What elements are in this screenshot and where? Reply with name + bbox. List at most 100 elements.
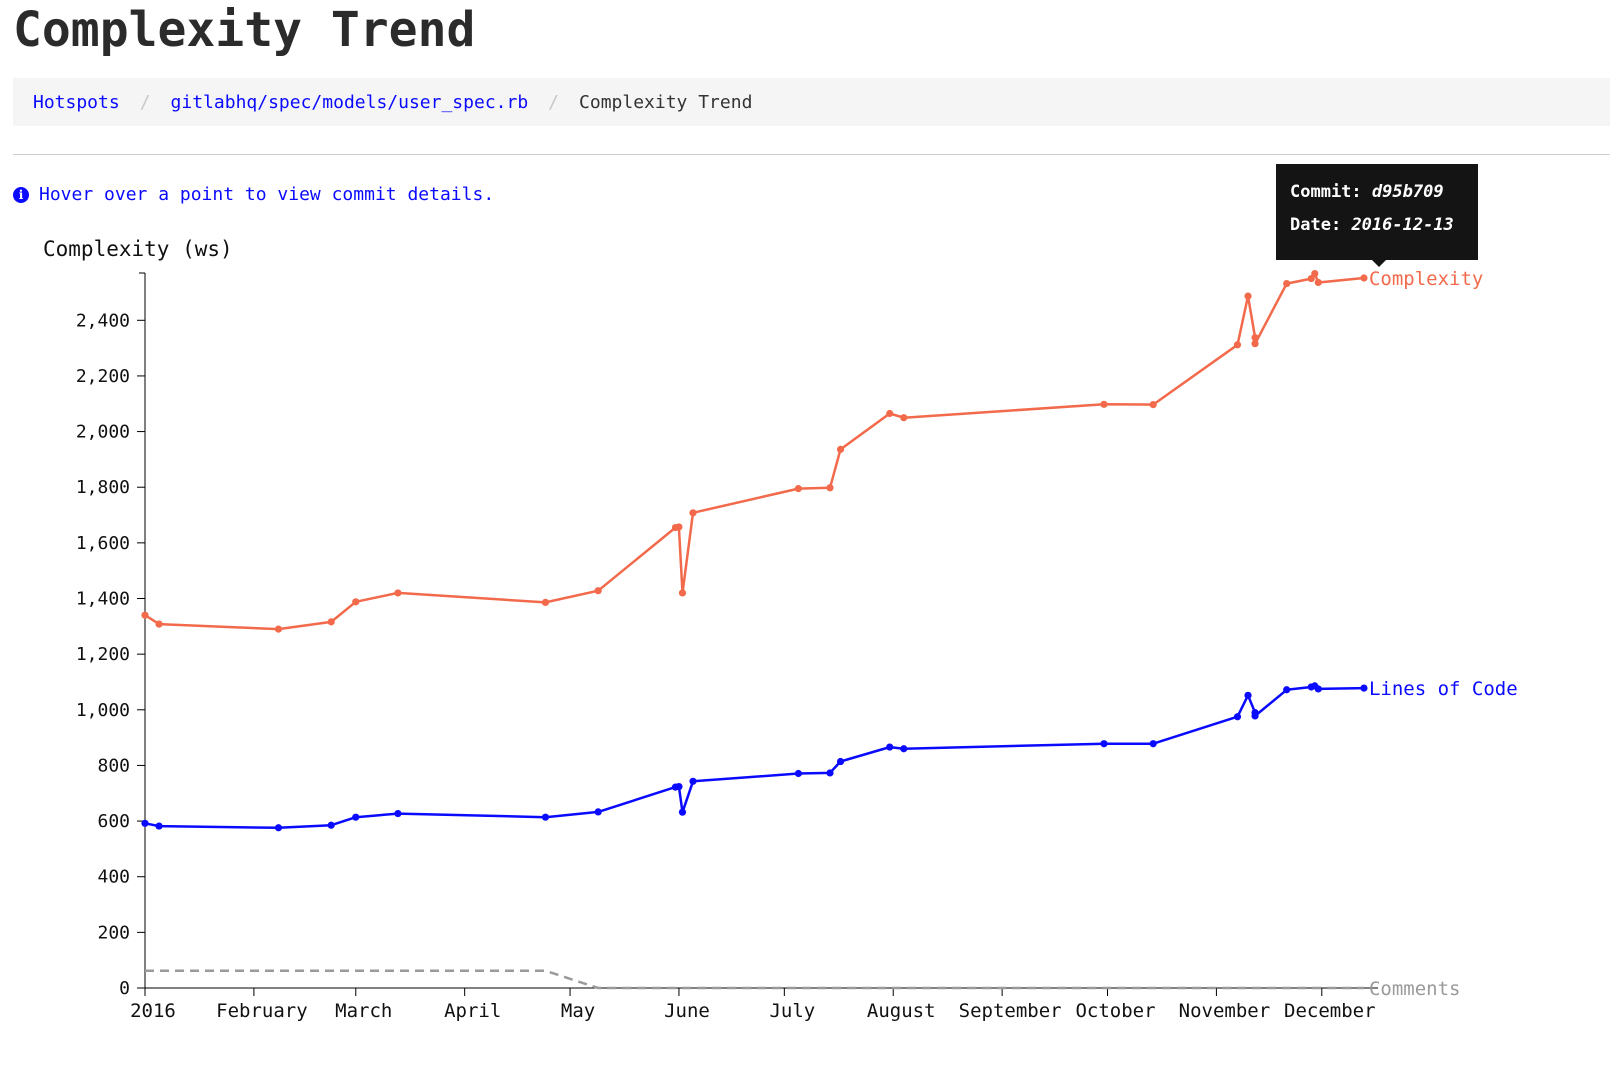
series-line-complexity <box>144 272 1365 631</box>
tooltip-commit-label: Commit: <box>1290 182 1362 202</box>
data-point-complexity <box>1283 279 1291 288</box>
data-point-lines-of-code <box>689 777 697 785</box>
info-icon: i <box>13 186 29 203</box>
data-point-lines-of-code <box>826 769 834 777</box>
data-point-lines-of-code <box>274 824 283 832</box>
data-point-complexity <box>1149 400 1157 409</box>
data-point-lines-of-code <box>141 819 149 827</box>
data-point-lines-of-code <box>1244 691 1252 699</box>
tooltip-commit-value: d95b709 <box>1371 182 1444 202</box>
data-point-lines-of-code <box>1360 684 1368 692</box>
x-tick-label: March <box>335 1000 392 1022</box>
data-point-complexity <box>1307 274 1315 283</box>
data-point-lines-of-code <box>1100 740 1108 748</box>
data-point-lines-of-code <box>678 808 687 816</box>
data-point-complexity <box>675 523 683 531</box>
data-point-complexity <box>836 445 845 453</box>
data-point-complexity <box>1360 274 1368 282</box>
x-tick-label: June <box>664 1000 710 1022</box>
breadcrumb-link-file[interactable]: gitlabhq/spec/models/user_spec.rb <box>170 91 529 113</box>
y-tick-label: 1,200 <box>76 644 130 665</box>
data-point-complexity <box>794 485 802 493</box>
data-point-complexity <box>1311 269 1319 278</box>
y-tick-label: 200 <box>97 922 130 943</box>
series-label-complexity: Complexity <box>1369 268 1483 290</box>
data-point-lines-of-code <box>155 822 163 830</box>
x-tick-label: July <box>769 1000 815 1022</box>
x-tick-label: August <box>867 1000 936 1022</box>
hover-hint-text: Hover over a point to view commit detail… <box>39 184 495 205</box>
x-tick-label: December <box>1284 1000 1376 1022</box>
tooltip-date-label: Date: <box>1290 215 1342 235</box>
data-point-complexity <box>1244 292 1252 300</box>
breadcrumb-current: Complexity Trend <box>579 91 753 113</box>
data-point-complexity <box>352 598 360 606</box>
data-point-complexity <box>274 625 283 633</box>
y-tick-label: 400 <box>97 867 130 888</box>
y-tick-label: 2,000 <box>76 422 130 443</box>
x-tick-label: November <box>1179 1000 1271 1022</box>
series-line-comments <box>145 969 1364 990</box>
commit-tooltip: Commit: d95b709 Date: 2016-12-13 <box>1276 164 1478 267</box>
y-tick-label: 2,400 <box>76 310 130 331</box>
hover-hint: i Hover over a point to view commit deta… <box>13 184 494 205</box>
data-point-complexity <box>689 509 697 517</box>
data-point-lines-of-code <box>836 757 845 766</box>
breadcrumb-separator: / <box>548 91 560 113</box>
x-tick-label: 2016 <box>130 1000 176 1022</box>
data-point-complexity <box>1233 341 1242 349</box>
series-label-lines-of-code: Lines of Code <box>1369 678 1518 700</box>
data-point-lines-of-code <box>327 821 335 829</box>
x-tick-label: February <box>216 1000 308 1022</box>
page-title: Complexity Trend <box>13 2 476 58</box>
data-point-complexity <box>1251 340 1259 348</box>
breadcrumb-link-hotspots[interactable]: Hotspots <box>33 91 120 113</box>
data-point-lines-of-code <box>1251 712 1259 720</box>
x-tick-label: September <box>959 1000 1062 1022</box>
y-tick-label: 1,000 <box>76 700 130 721</box>
breadcrumb: Hotspots / gitlabhq/spec/models/user_spe… <box>13 78 1610 126</box>
breadcrumb-separator: / <box>139 91 151 113</box>
y-tick-label: 0 <box>119 978 130 999</box>
data-point-lines-of-code <box>675 782 683 791</box>
y-tick-label: 800 <box>97 755 130 776</box>
data-point-complexity <box>1251 333 1259 342</box>
tooltip-commit-row: Commit: d95b709 <box>1290 176 1464 209</box>
y-tick-label: 2,200 <box>76 366 130 387</box>
data-point-complexity <box>394 589 402 597</box>
tooltip-date-row: Date: 2016-12-13 <box>1290 209 1464 242</box>
tooltip-date-value: 2016-12-13 <box>1351 215 1454 235</box>
series-line-lines-of-code <box>144 684 1364 830</box>
data-point-complexity <box>678 589 687 597</box>
data-point-lines-of-code <box>1314 685 1322 693</box>
data-point-lines-of-code <box>352 813 360 821</box>
data-point-lines-of-code <box>794 769 802 778</box>
data-point-complexity <box>900 414 908 422</box>
data-point-lines-of-code <box>394 809 402 818</box>
y-tick-label: 1,800 <box>76 477 130 498</box>
data-point-lines-of-code <box>594 808 602 816</box>
y-tick-label: 1,400 <box>76 589 130 610</box>
data-point-complexity <box>155 620 163 628</box>
x-tick-label: May <box>561 1000 595 1022</box>
data-point-complexity <box>886 409 894 418</box>
data-point-complexity <box>327 618 335 626</box>
x-tick-label: April <box>444 1000 501 1022</box>
data-point-complexity <box>541 598 550 607</box>
data-point-lines-of-code <box>1233 713 1242 721</box>
data-point-complexity <box>826 484 834 492</box>
data-point-complexity <box>594 587 602 595</box>
divider <box>13 154 1610 155</box>
data-point-complexity <box>141 611 149 619</box>
data-point-complexity <box>1100 400 1108 408</box>
data-point-lines-of-code <box>1149 740 1157 748</box>
data-point-lines-of-code <box>900 745 908 753</box>
data-point-lines-of-code <box>541 813 550 821</box>
x-tick-label: October <box>1075 1000 1155 1022</box>
series-label-comments: Comments <box>1369 978 1461 1000</box>
y-tick-label: 1,600 <box>76 533 130 554</box>
data-point-lines-of-code <box>886 743 894 751</box>
y-tick-label: 600 <box>97 811 130 832</box>
data-point-lines-of-code <box>1283 686 1291 694</box>
data-point-complexity <box>1314 278 1322 287</box>
